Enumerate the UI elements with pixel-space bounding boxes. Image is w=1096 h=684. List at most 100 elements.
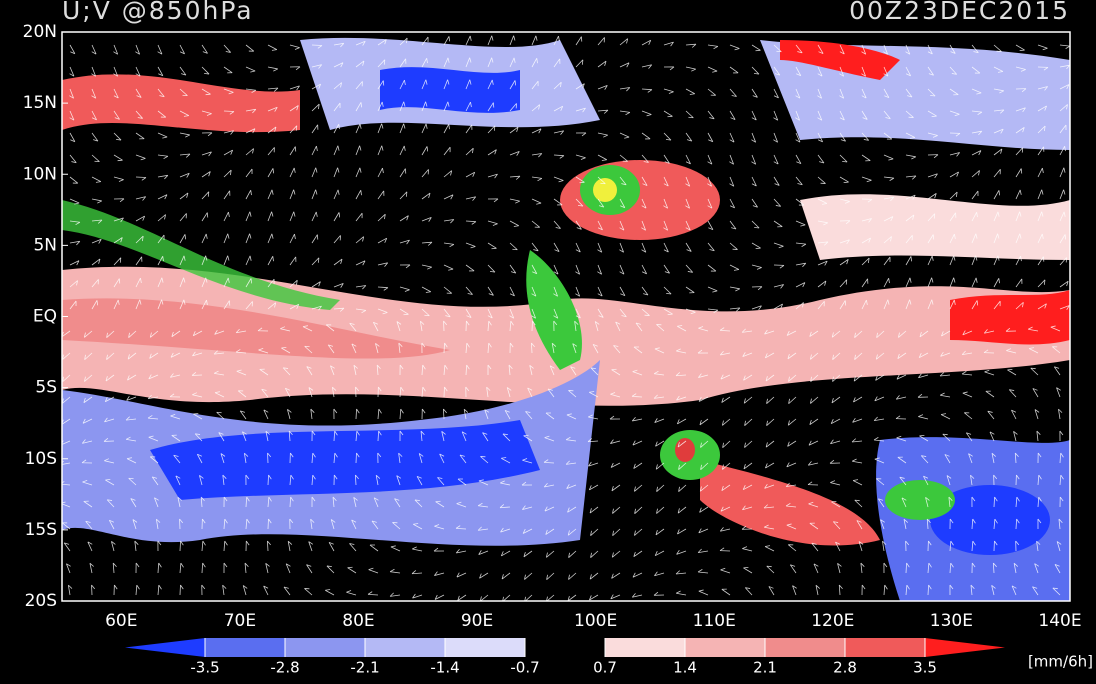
wind-arrow bbox=[437, 477, 445, 486]
wind-arrow bbox=[236, 369, 247, 376]
wind-arrow bbox=[985, 390, 995, 398]
wind-arrow bbox=[949, 88, 959, 96]
wind-arrow bbox=[157, 66, 164, 77]
wind-arrow bbox=[509, 198, 520, 204]
wind-arrow bbox=[873, 437, 885, 442]
wind-arrow bbox=[543, 459, 555, 464]
wind-arrow bbox=[983, 349, 995, 354]
wind-arrow bbox=[443, 219, 455, 224]
colorbar-label: -2.1 bbox=[350, 659, 379, 677]
wind-arrow bbox=[698, 528, 709, 534]
wind-arrow bbox=[551, 342, 557, 354]
lat-label: 20N bbox=[23, 22, 57, 42]
wind-arrow bbox=[971, 190, 979, 200]
wind-arrow bbox=[553, 154, 565, 159]
blue-north-core bbox=[380, 67, 520, 113]
wind-arrow bbox=[261, 388, 269, 398]
wind-arrow bbox=[91, 176, 102, 183]
wind-arrow bbox=[632, 369, 643, 376]
wind-arrow bbox=[368, 567, 379, 574]
wind-arrow bbox=[895, 415, 907, 420]
wind-arrow bbox=[1056, 387, 1061, 398]
wind-arrow bbox=[69, 110, 75, 121]
wind-arrow bbox=[766, 565, 775, 574]
wind-arrow bbox=[949, 212, 957, 222]
wind-arrow bbox=[641, 198, 647, 209]
wind-arrow bbox=[678, 484, 687, 492]
wind-arrow bbox=[751, 305, 762, 311]
wind-arrow bbox=[817, 66, 823, 77]
wind-arrow bbox=[553, 130, 565, 135]
wind-arrow bbox=[568, 572, 577, 580]
wind-arrow bbox=[685, 264, 694, 273]
wind-arrow bbox=[993, 278, 1000, 288]
wind-arrow bbox=[612, 528, 621, 537]
wind-arrow bbox=[544, 435, 555, 442]
wind-arrow bbox=[214, 330, 225, 335]
wind-arrow bbox=[773, 303, 783, 310]
wind-arrow bbox=[1037, 167, 1044, 178]
wind-arrow bbox=[1015, 211, 1022, 222]
lat-label: 5S bbox=[35, 378, 57, 398]
wind-arrow bbox=[764, 483, 775, 489]
wind-arrow bbox=[465, 320, 470, 332]
wind-arrow bbox=[883, 110, 891, 120]
wind-arrow bbox=[597, 286, 603, 297]
colorbar-label: 2.1 bbox=[753, 659, 777, 677]
wind-arrow bbox=[304, 345, 313, 354]
wind-arrow bbox=[355, 212, 363, 222]
wind-arrow bbox=[700, 462, 709, 471]
wind-arrow bbox=[1036, 430, 1041, 442]
wind-arrow bbox=[553, 308, 559, 319]
wind-arrow bbox=[839, 259, 849, 266]
wind-arrow bbox=[465, 79, 472, 90]
wind-arrow bbox=[283, 586, 291, 596]
wind-arrow bbox=[169, 373, 181, 378]
wind-arrow bbox=[443, 364, 448, 376]
wind-arrow bbox=[785, 503, 797, 508]
wind-arrow bbox=[487, 35, 494, 46]
wind-arrow bbox=[729, 198, 736, 209]
wind-arrow bbox=[421, 264, 432, 270]
wind-arrow bbox=[993, 66, 1004, 73]
wind-arrow bbox=[390, 545, 401, 552]
wind-arrow bbox=[308, 387, 314, 398]
wind-arrow bbox=[949, 110, 960, 117]
wind-arrow bbox=[927, 234, 935, 244]
wind-arrow bbox=[764, 545, 775, 552]
wind-arrow bbox=[289, 146, 297, 156]
red-patch bbox=[62, 74, 300, 133]
wind-arrow bbox=[553, 35, 560, 46]
wind-arrow bbox=[245, 211, 252, 222]
lat-label: 15N bbox=[23, 93, 57, 113]
wind-arrow bbox=[267, 518, 272, 530]
wind-arrow bbox=[91, 132, 99, 142]
wind-arrow bbox=[707, 286, 718, 293]
wind-arrow bbox=[685, 176, 691, 187]
wind-arrow bbox=[971, 300, 979, 310]
wind-arrow bbox=[786, 523, 797, 530]
wind-arrow bbox=[685, 88, 696, 95]
wind-arrow bbox=[1015, 474, 1020, 486]
wind-arrow bbox=[132, 519, 138, 530]
wind-arrow bbox=[399, 286, 410, 292]
wind-arrow bbox=[399, 123, 406, 134]
wind-arrow bbox=[743, 374, 753, 381]
wind-arrow bbox=[852, 479, 863, 486]
wind-arrow bbox=[597, 242, 603, 253]
wind-arrow bbox=[333, 258, 343, 266]
wind-arrow bbox=[113, 198, 125, 203]
wind-arrow bbox=[831, 396, 841, 404]
wind-arrow bbox=[200, 496, 205, 508]
wind-arrow bbox=[743, 396, 753, 404]
wind-arrow bbox=[883, 44, 888, 55]
wind-arrow bbox=[157, 299, 164, 310]
wind-arrow bbox=[905, 66, 912, 77]
wind-arrow bbox=[817, 241, 829, 246]
colorbar-segment bbox=[445, 638, 525, 657]
wind-arrow bbox=[656, 506, 665, 514]
lat-label: 15S bbox=[25, 520, 57, 540]
wind-arrow bbox=[905, 562, 910, 574]
wind-arrow bbox=[707, 154, 713, 165]
wind-arrow bbox=[245, 255, 252, 266]
